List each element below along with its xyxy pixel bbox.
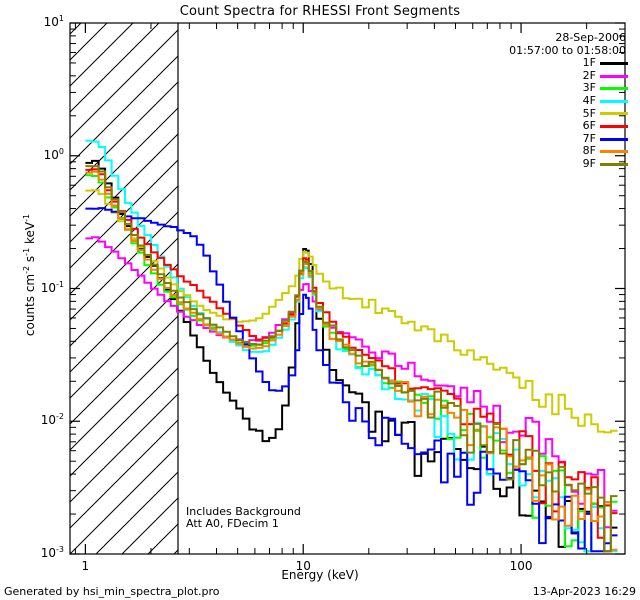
legend-time-range: 01:57:00 to 01:58:00: [509, 43, 626, 57]
x-tick-label: 10: [295, 559, 311, 573]
legend-item-6f: 6F: [380, 120, 628, 133]
legend-color-swatch: [600, 162, 628, 166]
legend-date: 28-Sep-2006: [555, 31, 626, 44]
legend-color-swatch: [600, 61, 628, 65]
legend-item-8f: 8F: [380, 145, 628, 158]
data-series-layer: [85, 139, 618, 553]
hatched-exclusion-region: [70, 23, 179, 554]
legend-item-label: 8F: [582, 144, 596, 158]
legend-color-swatch: [600, 124, 628, 128]
y-tick-label: 10-3: [40, 545, 64, 561]
spectrum-line-9f: [85, 165, 618, 553]
plot-annotation: Includes Background Att A0, FDecim 1: [186, 506, 301, 530]
annotation-line-2: Att A0, FDecim 1: [186, 517, 279, 530]
legend-item-label: 7F: [582, 131, 596, 145]
legend-color-swatch: [600, 87, 628, 91]
legend-item-3f: 3F: [380, 82, 628, 95]
legend-color-swatch: [600, 99, 628, 103]
legend-color-swatch: [600, 137, 628, 141]
legend-item-label: 6F: [582, 119, 596, 133]
page-title: Count Spectra for RHESSI Front Segments: [179, 4, 461, 19]
legend-item-label: 5F: [582, 106, 596, 120]
footer-timestamp: 13-Apr-2023 16:29: [532, 585, 636, 598]
legend-item-label: 4F: [582, 93, 596, 107]
y-tick-label: 100: [43, 146, 64, 162]
legend-color-swatch: [600, 74, 628, 78]
legend-item-4f: 4F: [380, 93, 628, 108]
footer-generator: Generated by hsi_min_spectra_plot.pro: [4, 585, 220, 598]
legend-item-2f: 2F: [380, 68, 628, 83]
spectrum-line-7f: [85, 207, 618, 553]
legend-item-label: 2F: [582, 68, 596, 82]
legend-item-label: 9F: [582, 156, 596, 170]
legend-color-swatch: [600, 150, 628, 154]
x-tick-label: 1: [81, 559, 90, 573]
annotation-line-1: Includes Background: [186, 505, 301, 518]
legend-item-label: 1F: [582, 56, 596, 70]
legend-entries: 1F 2F 3F 4F 5F 6F 7F 8F 9F: [380, 57, 628, 170]
legend-item-label: 3F: [582, 81, 596, 95]
spectrum-line-6f: [85, 168, 618, 539]
legend-color-swatch: [600, 112, 628, 116]
x-axis-label: Energy (keV): [281, 568, 359, 582]
y-tick-label: 10-2: [40, 412, 64, 428]
legend-item-9f: 9F: [380, 156, 628, 171]
legend-item-1f: 1F: [380, 57, 628, 70]
legend-item-5f: 5F: [380, 106, 628, 121]
y-tick-label: 10-1: [40, 279, 64, 295]
legend-item-7f: 7F: [380, 131, 628, 146]
x-tick-label: 100: [509, 559, 533, 573]
legend: 28-Sep-2006 01:57:00 to 01:58:00 1F 2F 3F 4…: [380, 31, 628, 171]
y-axis-label: counts cm-2 s-1 keV-1: [22, 213, 37, 337]
y-tick-label: 101: [43, 14, 64, 30]
